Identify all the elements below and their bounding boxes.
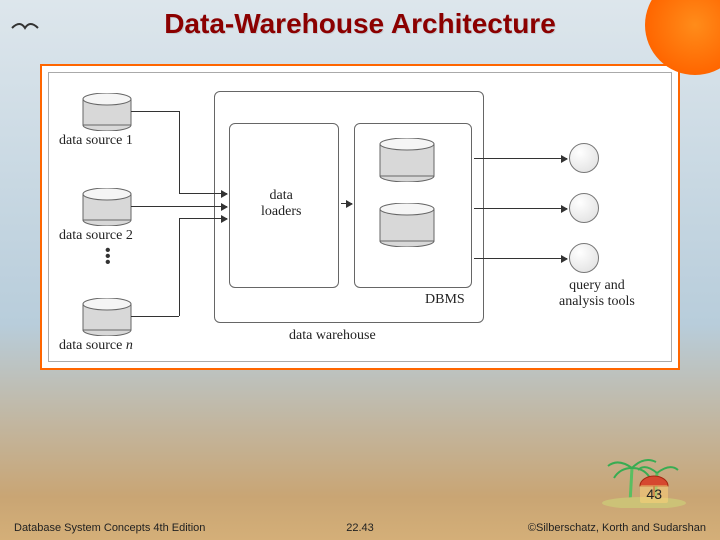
tool-node-icon <box>569 193 599 223</box>
diagram-label: data warehouse <box>289 328 376 344</box>
arrow-seg <box>179 218 227 219</box>
diagram-label: dataloaders <box>261 188 301 220</box>
arrow-seg <box>131 111 179 112</box>
database-cylinder-icon <box>82 93 132 131</box>
arrow-seg <box>131 316 179 317</box>
arrow-seg <box>179 193 227 194</box>
database-cylinder-icon <box>379 138 435 182</box>
slide-number: 43 <box>640 485 668 503</box>
database-cylinder-icon <box>82 188 132 226</box>
arrow <box>341 203 352 204</box>
arrow-seg <box>131 206 227 207</box>
diagram-label: data source 1 <box>59 133 133 149</box>
footer: Database System Concepts 4th Edition 22.… <box>0 522 720 534</box>
tool-node-icon <box>569 243 599 273</box>
architecture-diagram: data source 1 data source 2 data source … <box>48 72 672 362</box>
tool-node-icon <box>569 143 599 173</box>
database-cylinder-icon <box>82 298 132 336</box>
arrow <box>474 208 567 209</box>
diagram-label: query andanalysis tools <box>559 278 635 310</box>
arrow <box>474 158 567 159</box>
arrow-seg <box>179 111 180 193</box>
diagram-label: DBMS <box>425 292 465 308</box>
arrow-seg <box>179 218 180 316</box>
diagram-label: data source n <box>59 338 133 354</box>
diagram-frame: data source 1 data source 2 data source … <box>40 64 680 370</box>
ellipsis-vertical: ••• <box>105 248 111 266</box>
bird-icon <box>10 18 40 44</box>
footer-left: Database System Concepts 4th Edition <box>14 522 245 534</box>
arrow <box>474 258 567 259</box>
footer-center: 22.43 <box>245 522 476 534</box>
diagram-label: data source 2 <box>59 228 133 244</box>
slide-title: Data-Warehouse Architecture <box>0 0 720 44</box>
palm-decoration <box>600 448 690 518</box>
database-cylinder-icon <box>379 203 435 247</box>
footer-right: ©Silberschatz, Korth and Sudarshan <box>475 522 706 534</box>
